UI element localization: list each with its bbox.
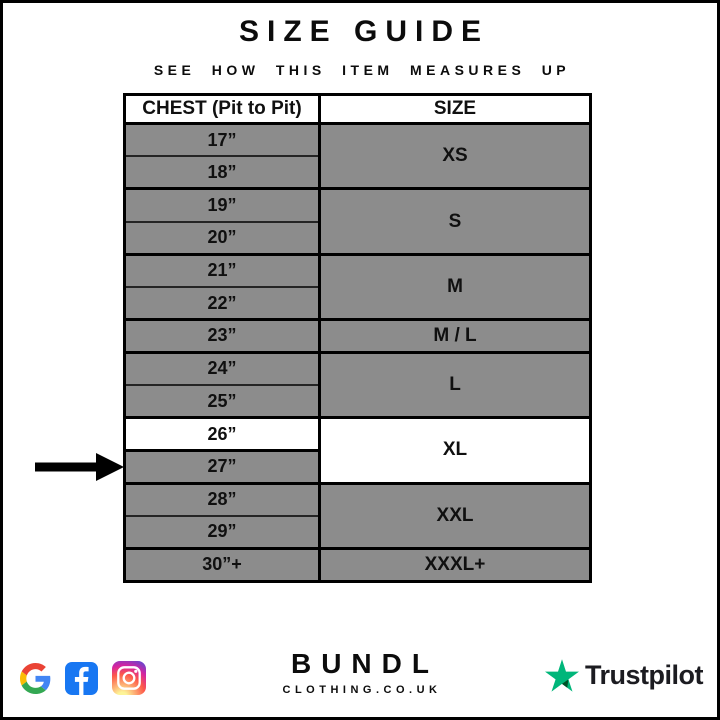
page-title: SIZE GUIDE [238,15,490,48]
table-row: 21” M [123,252,592,322]
size-cell: M [318,252,592,322]
facebook-icon[interactable] [65,661,98,695]
chest-cell: 27” [123,448,321,485]
size-table: CHEST (Pit to Pit) SIZE 17” XS 18” 19” S… [123,93,592,583]
social-icons [20,661,146,695]
table-header-row: CHEST (Pit to Pit) SIZE [123,93,592,125]
brand-logo: BUNDL CLOTHING.CO.UK [279,648,442,696]
size-cell: S [318,187,592,256]
chest-cell: 30”+ [123,546,321,583]
table-row: 23” M / L [123,318,592,354]
table-row-highlighted: 26” XL [123,416,592,485]
brand-domain: CLOTHING.CO.UK [282,684,442,696]
page-subtitle: SEE HOW THIS ITEM MEASURES UP [153,62,571,78]
table-row: 27” [123,448,591,485]
chest-cell: 24” [123,350,321,386]
table-row: 25” [123,384,591,420]
chest-cell: 25” [123,384,321,420]
chest-cell-highlighted: 26” [123,416,321,452]
table-row: 20” [123,220,591,256]
size-cell: M / L [318,318,592,354]
size-cell-highlighted: XL [318,416,592,485]
chest-cell: 19” [123,187,321,223]
size-cell: XXL [318,481,592,550]
chest-cell: 17” [123,122,321,158]
chest-cell: 18” [123,155,321,191]
table-row: 18” [123,155,591,191]
trustpilot-star-icon [545,659,579,692]
instagram-icon[interactable] [112,661,146,695]
chest-column-header: CHEST (Pit to Pit) [123,93,321,125]
size-cell: XXXL+ [318,546,592,583]
chest-cell: 28” [123,481,321,517]
trustpilot-logo[interactable]: Trustpilot [545,659,704,692]
chest-cell: 20” [123,220,321,256]
size-cell: L [318,350,592,420]
trustpilot-label: Trustpilot [585,660,704,690]
brand-name: BUNDL [290,648,439,679]
size-cell: XS [318,121,592,191]
size-column-header: SIZE [318,93,592,125]
chest-cell: 23” [123,318,321,354]
table-row: 17” XS [123,121,592,191]
table-row: 19” S [123,187,592,256]
google-icon[interactable] [20,662,51,694]
table-row: 22” [123,285,591,322]
highlight-arrow-icon [35,453,124,481]
table-row: 28” XXL [123,481,592,550]
table-row: 24” L [123,350,592,420]
chest-cell: 29” [123,514,321,550]
table-row: 30”+ XXXL+ [123,546,592,583]
chest-cell: 21” [123,252,321,288]
chest-cell: 22” [123,285,321,322]
table-row: 29” [123,514,591,550]
